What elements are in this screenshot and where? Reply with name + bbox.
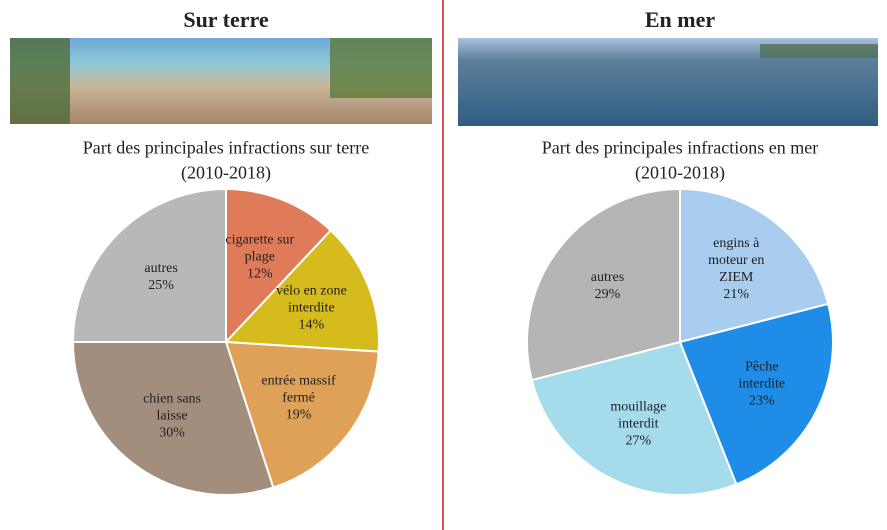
pie-slice xyxy=(526,187,681,382)
slice-category: autres xyxy=(144,261,178,277)
slice-label: chien sans laisse 30% xyxy=(133,391,211,442)
slice-label: autres 29% xyxy=(568,269,646,303)
slice-value: 30% xyxy=(159,425,185,441)
photo-trees xyxy=(10,38,70,124)
pie-slice xyxy=(678,302,834,486)
slice-label: cigarette sur plage 12% xyxy=(221,231,299,282)
slice-category: autres xyxy=(590,269,625,285)
pie-slice xyxy=(71,187,227,343)
chart-subtitle: (2010-2018) xyxy=(181,162,271,183)
section-header: Sur terre xyxy=(183,7,269,32)
slice-category: chien sans laisse xyxy=(143,391,201,424)
pie-slice xyxy=(71,341,275,496)
slice-category: vélo en zone interdite xyxy=(275,283,347,316)
photo-trees xyxy=(330,38,432,98)
photo-coast xyxy=(760,44,878,58)
chart-title: Part des principales infractions sur ter… xyxy=(82,137,370,158)
slice-category: entrée massif fermé xyxy=(261,373,336,406)
slice-value: 12% xyxy=(246,266,273,282)
pie-slice xyxy=(530,340,738,496)
slice-category: Pêche interdite xyxy=(738,359,786,392)
chart-title: Part des principales infractions en mer xyxy=(541,137,819,158)
slice-category: cigarette sur plage xyxy=(225,232,295,265)
slice-value: 14% xyxy=(298,317,325,333)
slice-value: 23% xyxy=(748,393,775,409)
pie-slice xyxy=(224,340,380,489)
slice-value: 19% xyxy=(285,407,312,423)
pie-slice xyxy=(223,229,380,353)
slice-label: entrée massif fermé 19% xyxy=(260,373,338,424)
slice-label: mouillage interdit 27% xyxy=(599,398,677,449)
slice-label: engins à moteur en ZIEM 21% xyxy=(697,235,775,303)
slice-label: vélo en zone interdite 14% xyxy=(272,283,350,334)
slice-value: 25% xyxy=(148,278,174,294)
chart-subtitle: (2010-2018) xyxy=(635,162,725,183)
slice-category: engins à moteur en ZIEM xyxy=(708,236,765,286)
slice-category: mouillage interdit xyxy=(610,399,667,432)
slice-label: Pêche interdite 23% xyxy=(723,358,801,409)
slice-value: 21% xyxy=(723,287,750,303)
pie-slice xyxy=(679,187,830,344)
section-header: En mer xyxy=(644,7,716,32)
slice-value: 29% xyxy=(594,286,621,302)
pie-slice xyxy=(225,187,333,345)
slice-value: 27% xyxy=(625,433,652,449)
slice-label: autres 25% xyxy=(122,260,200,294)
